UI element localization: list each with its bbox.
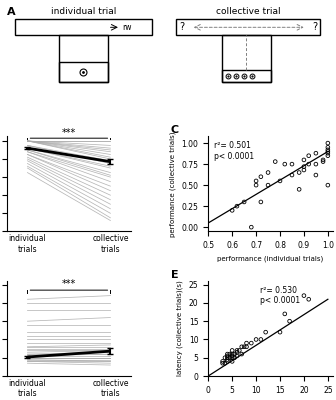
Point bbox=[249, 224, 254, 230]
Text: ?: ? bbox=[312, 22, 317, 32]
Point bbox=[220, 358, 225, 364]
Point bbox=[325, 148, 331, 155]
Point bbox=[272, 158, 278, 165]
Y-axis label: latency (collective trials)(s): latency (collective trials)(s) bbox=[177, 281, 183, 376]
Point bbox=[242, 199, 247, 205]
Text: r²= 0.530: r²= 0.530 bbox=[260, 286, 297, 295]
Point bbox=[225, 354, 230, 361]
Point bbox=[232, 354, 237, 361]
Point bbox=[258, 336, 263, 343]
Text: ***: *** bbox=[62, 128, 76, 138]
Point bbox=[227, 354, 233, 361]
Point bbox=[282, 161, 288, 167]
Point bbox=[301, 167, 307, 173]
Text: individual trial: individual trial bbox=[51, 7, 116, 16]
Point bbox=[282, 311, 288, 317]
Point bbox=[253, 178, 259, 184]
Point bbox=[229, 358, 235, 364]
Point bbox=[222, 354, 228, 361]
Point bbox=[277, 329, 283, 335]
Text: collective trial: collective trial bbox=[216, 7, 280, 16]
Point bbox=[325, 144, 331, 150]
Point bbox=[265, 182, 271, 188]
Point bbox=[234, 349, 240, 356]
Point bbox=[222, 360, 228, 366]
Point bbox=[225, 353, 230, 359]
Text: p< 0.0001: p< 0.0001 bbox=[214, 152, 255, 160]
Point bbox=[306, 296, 311, 302]
Point bbox=[229, 353, 235, 359]
Text: r²= 0.501: r²= 0.501 bbox=[214, 141, 251, 150]
Text: rw: rw bbox=[122, 23, 132, 32]
Point bbox=[321, 158, 326, 165]
Point bbox=[225, 351, 230, 357]
Point bbox=[237, 347, 242, 354]
Point bbox=[301, 157, 307, 163]
Point bbox=[229, 351, 235, 357]
Text: C: C bbox=[171, 125, 179, 135]
Point bbox=[287, 318, 292, 324]
Y-axis label: performance (collective trials): performance (collective trials) bbox=[169, 131, 176, 237]
Point bbox=[313, 161, 319, 167]
Text: p< 0.0001: p< 0.0001 bbox=[260, 296, 301, 305]
Point bbox=[289, 161, 295, 167]
Point bbox=[242, 344, 247, 350]
Point bbox=[253, 182, 259, 188]
Point bbox=[296, 186, 302, 192]
Point bbox=[325, 182, 331, 188]
Point bbox=[321, 157, 326, 163]
Point bbox=[229, 207, 235, 214]
Point bbox=[325, 147, 331, 153]
Point bbox=[234, 347, 240, 354]
Point bbox=[258, 174, 263, 180]
X-axis label: performance (individual trials): performance (individual trials) bbox=[217, 256, 324, 262]
Point bbox=[225, 358, 230, 364]
Point bbox=[234, 203, 240, 209]
Point bbox=[249, 340, 254, 346]
Text: A: A bbox=[7, 7, 15, 17]
Point bbox=[301, 292, 307, 299]
Point bbox=[239, 344, 244, 350]
Point bbox=[234, 353, 240, 359]
Point bbox=[325, 152, 331, 159]
Point bbox=[220, 360, 225, 366]
Point bbox=[258, 199, 263, 205]
Point bbox=[306, 152, 311, 159]
Point bbox=[306, 161, 311, 167]
Point bbox=[325, 140, 331, 146]
Point bbox=[244, 340, 249, 346]
Point bbox=[229, 354, 235, 361]
Point bbox=[232, 351, 237, 357]
Point bbox=[301, 164, 307, 170]
Point bbox=[265, 169, 271, 176]
Point bbox=[239, 351, 244, 357]
Point bbox=[244, 344, 249, 350]
Point bbox=[229, 347, 235, 354]
Point bbox=[253, 336, 259, 343]
Point bbox=[277, 178, 283, 184]
Point bbox=[313, 150, 319, 156]
Point bbox=[325, 150, 331, 156]
Point bbox=[227, 351, 233, 357]
Point bbox=[289, 172, 295, 178]
Point bbox=[225, 356, 230, 363]
Point bbox=[313, 172, 319, 178]
Text: ?: ? bbox=[179, 22, 184, 32]
Point bbox=[296, 169, 302, 176]
Text: ***: *** bbox=[62, 279, 76, 289]
Point bbox=[263, 329, 268, 335]
Text: E: E bbox=[171, 270, 178, 280]
